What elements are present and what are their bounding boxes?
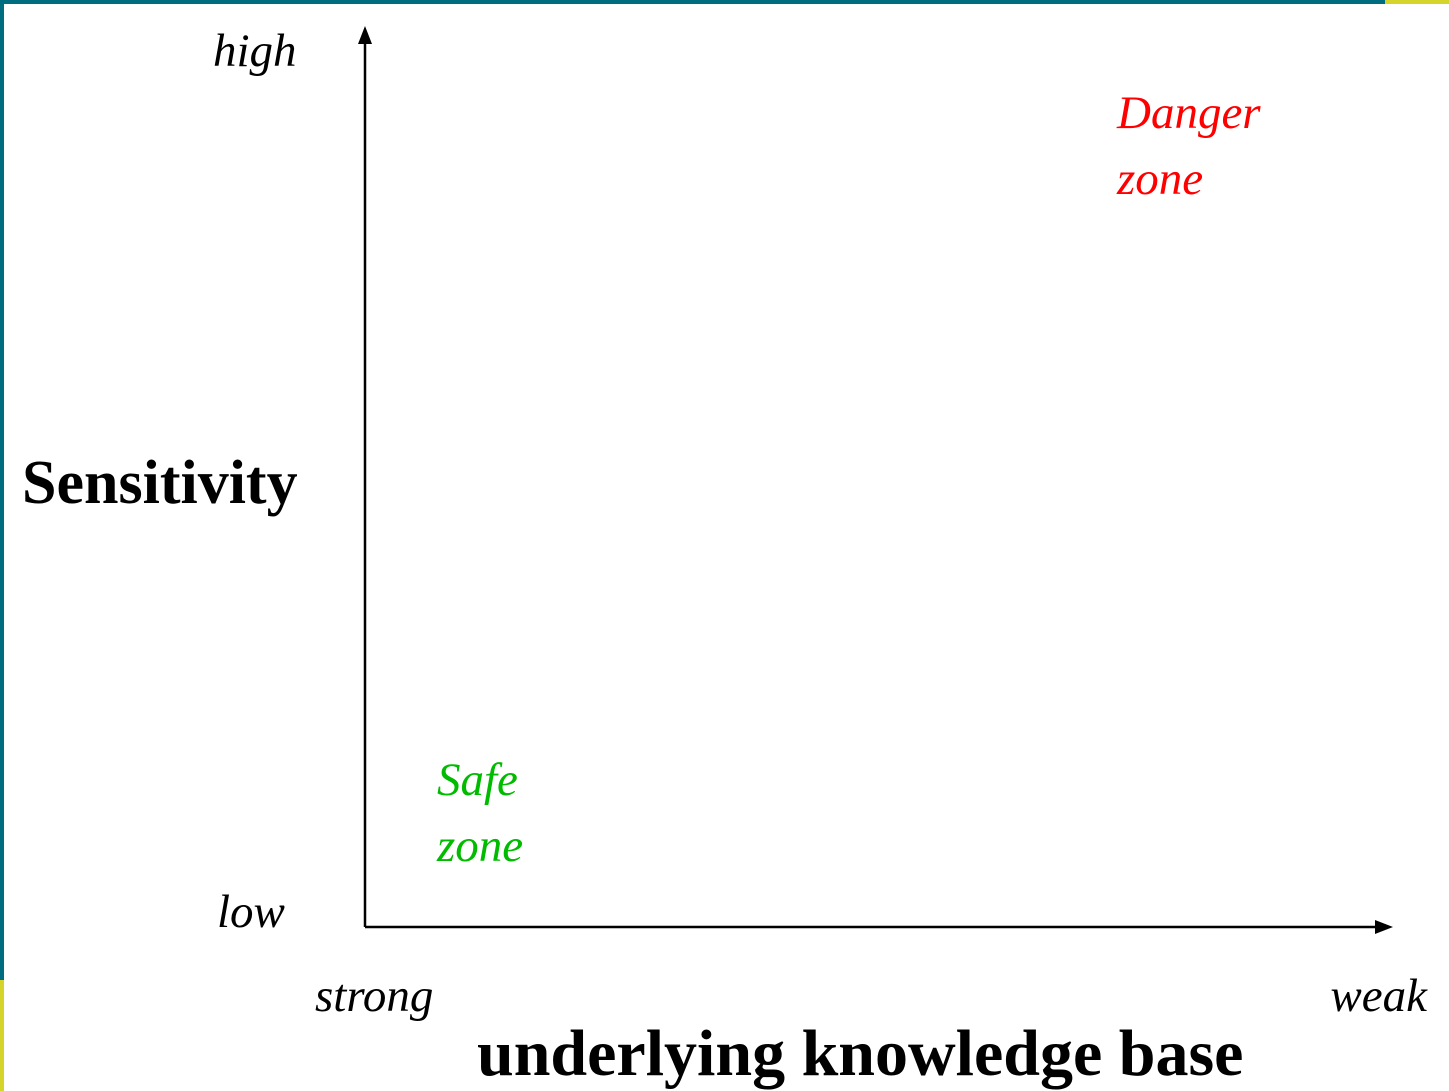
zone-label: zone: [436, 820, 523, 872]
x-arrow: [1375, 920, 1393, 934]
top-border: [0, 0, 1385, 4]
zone-label: Danger: [1116, 87, 1261, 139]
left-border-accent: [0, 980, 4, 1091]
zone-label: Safe: [437, 754, 518, 806]
zone-label: zone: [1116, 153, 1203, 205]
top-border-accent: [1385, 0, 1449, 4]
y-axis-title: Sensitivity: [22, 449, 298, 517]
x-axis-title: underlying knowledge base: [477, 1017, 1243, 1090]
x-left-label: strong: [315, 970, 433, 1022]
y-low-label: low: [217, 886, 285, 938]
x-right-label: weak: [1330, 970, 1428, 1022]
left-border: [0, 0, 4, 980]
y-arrow: [358, 26, 372, 44]
y-high-label: high: [213, 25, 297, 77]
